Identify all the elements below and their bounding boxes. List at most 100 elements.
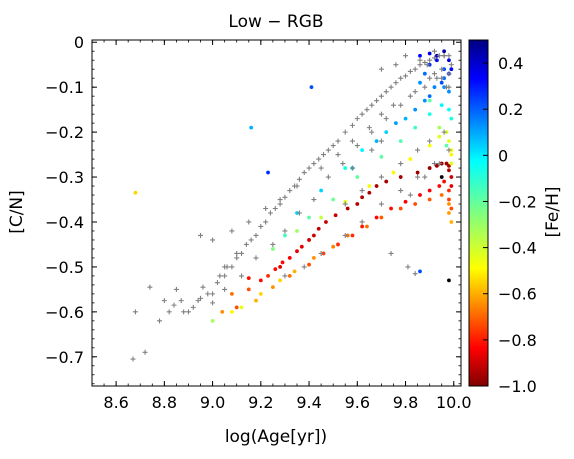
dot-point — [418, 193, 422, 197]
colorbar-tick-label: 0.4 — [498, 54, 523, 73]
dot-point — [447, 163, 451, 168]
plus-point — [229, 228, 235, 234]
dot-point — [398, 175, 403, 179]
dot-point — [442, 179, 447, 184]
plus-point — [142, 349, 148, 355]
dot-point — [449, 152, 454, 157]
x-axis: 8.6 8.8 9.0 9.2 9.4 9.6 9.8 10.0 — [103, 40, 472, 412]
plus-point — [267, 210, 273, 216]
plus-point — [427, 75, 433, 81]
dot-point — [447, 107, 451, 112]
plus-point — [412, 66, 418, 72]
dot-point — [367, 184, 372, 188]
plus-point — [436, 53, 442, 59]
plus-point — [378, 201, 384, 207]
plus-point — [412, 271, 418, 277]
plus-point — [178, 298, 184, 304]
x-tick-label: 9.6 — [345, 393, 370, 412]
plus-point — [214, 280, 220, 286]
x-tick-label: 9.2 — [248, 393, 273, 412]
plus-point — [378, 138, 384, 144]
dot-point — [449, 161, 454, 166]
dot-point — [449, 184, 454, 188]
plus-point — [173, 286, 179, 292]
dot-point — [273, 267, 278, 272]
dot-point — [444, 143, 449, 148]
dot-point — [427, 143, 432, 148]
dot-point — [418, 53, 422, 58]
dot-point — [367, 190, 372, 195]
plus-point — [431, 161, 437, 167]
plus-point — [316, 156, 322, 162]
dot-point — [133, 190, 138, 195]
colorbar-label: [Fe/H] — [543, 186, 563, 237]
dot-point — [280, 260, 285, 265]
x-tick-label: 8.8 — [152, 393, 177, 412]
dot-point — [437, 184, 442, 188]
plus-point — [390, 102, 396, 108]
dot-point — [403, 116, 408, 121]
plus-point — [311, 161, 317, 167]
plus-point — [205, 291, 211, 297]
dot-point — [266, 274, 270, 278]
plus-point — [398, 102, 404, 108]
plus-point — [222, 273, 228, 279]
dot-point — [287, 274, 292, 278]
plus-point — [412, 89, 418, 95]
plus-point — [417, 62, 423, 68]
plus-point — [335, 152, 341, 158]
plus-point — [222, 286, 228, 292]
plus-point — [364, 107, 370, 113]
plus-point — [369, 147, 375, 153]
x-tick-label: 9.0 — [200, 393, 225, 412]
dot-point — [307, 215, 311, 220]
plus-point — [378, 93, 384, 99]
plus-point — [405, 264, 411, 270]
dot-point — [331, 197, 336, 202]
dot-point — [384, 130, 389, 135]
dot-point — [447, 278, 451, 283]
dot-point — [270, 285, 275, 290]
plus-point — [190, 304, 196, 310]
plus-point — [403, 53, 409, 59]
dot-point — [439, 80, 444, 85]
dot-point — [413, 125, 418, 130]
y-tick-label: −0.1 — [45, 78, 84, 97]
dot-point — [307, 238, 311, 242]
dot-point — [447, 197, 451, 202]
dot-point — [418, 269, 422, 274]
plus-point — [210, 291, 216, 297]
dot-point — [355, 202, 360, 206]
plus-point — [282, 194, 288, 200]
dot-point — [360, 195, 365, 200]
dot-point — [427, 112, 432, 117]
plus-point — [427, 57, 433, 63]
dot-point — [393, 121, 398, 126]
dot-point — [422, 98, 427, 103]
colorbar-tick-label: 0.2 — [498, 100, 523, 119]
plus-point — [277, 201, 283, 207]
plus-point — [446, 147, 452, 153]
y-tick-label: −0.2 — [45, 123, 84, 142]
x-tick-label: 8.6 — [103, 393, 128, 412]
plus-point — [369, 129, 375, 135]
plus-point — [147, 284, 153, 290]
plus-point — [441, 53, 447, 59]
plus-point — [132, 309, 138, 315]
dot-point — [415, 170, 420, 175]
plus-point — [378, 66, 384, 72]
plus-point — [431, 55, 437, 61]
dot-point — [239, 305, 244, 310]
dot-point — [220, 309, 225, 314]
dot-point — [434, 58, 439, 63]
dot-point — [324, 220, 328, 224]
dot-point — [437, 134, 442, 139]
plus-point — [349, 122, 355, 128]
plus-point — [161, 298, 167, 304]
dot-point — [374, 139, 379, 144]
dot-point — [439, 193, 444, 197]
plus-point — [342, 129, 348, 135]
plus-point — [446, 71, 452, 77]
plus-point — [441, 129, 447, 135]
plus-point — [130, 356, 136, 362]
